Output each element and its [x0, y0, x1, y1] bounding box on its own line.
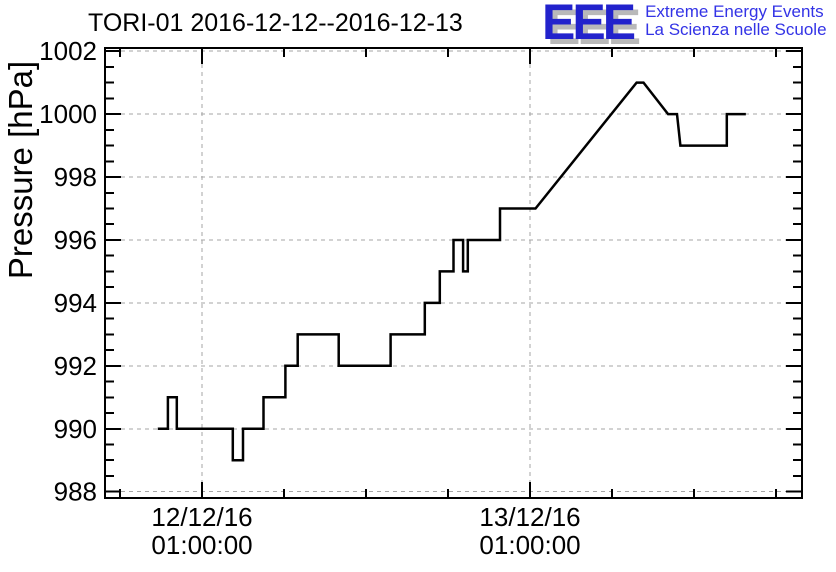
- eee-logo-acronym: EEE: [542, 0, 636, 50]
- y-tick-label: 992: [54, 351, 97, 381]
- y-tick-label: 1002: [39, 36, 97, 66]
- page-title: TORI-01 2016-12-12--2016-12-13: [88, 9, 463, 37]
- eee-logo: EEE Extreme Energy Events La Scienza nel…: [542, 0, 827, 50]
- y-tick-label: 998: [54, 162, 97, 192]
- y-tick-label: 990: [54, 414, 97, 444]
- plot-frame: [104, 47, 803, 499]
- y-tick-label: 988: [54, 477, 97, 507]
- x-tick-label-time: 01:00:00: [479, 530, 580, 560]
- series-pressure: [157, 81, 746, 462]
- x-tick-label-time: 01:00:00: [151, 530, 252, 560]
- y-tick-label: 994: [54, 288, 97, 318]
- x-tick-label-date: 13/12/16: [479, 502, 580, 532]
- eee-logo-line1: Extreme Energy Events: [645, 2, 824, 21]
- x-tick-label-date: 12/12/16: [151, 502, 252, 532]
- eee-logo-text: Extreme Energy Events La Scienza nelle S…: [645, 1, 826, 39]
- y-tick-label: 996: [54, 225, 97, 255]
- eee-logo-line2: La Scienza nelle Scuole: [645, 20, 827, 39]
- y-tick-label: 1000: [39, 99, 97, 129]
